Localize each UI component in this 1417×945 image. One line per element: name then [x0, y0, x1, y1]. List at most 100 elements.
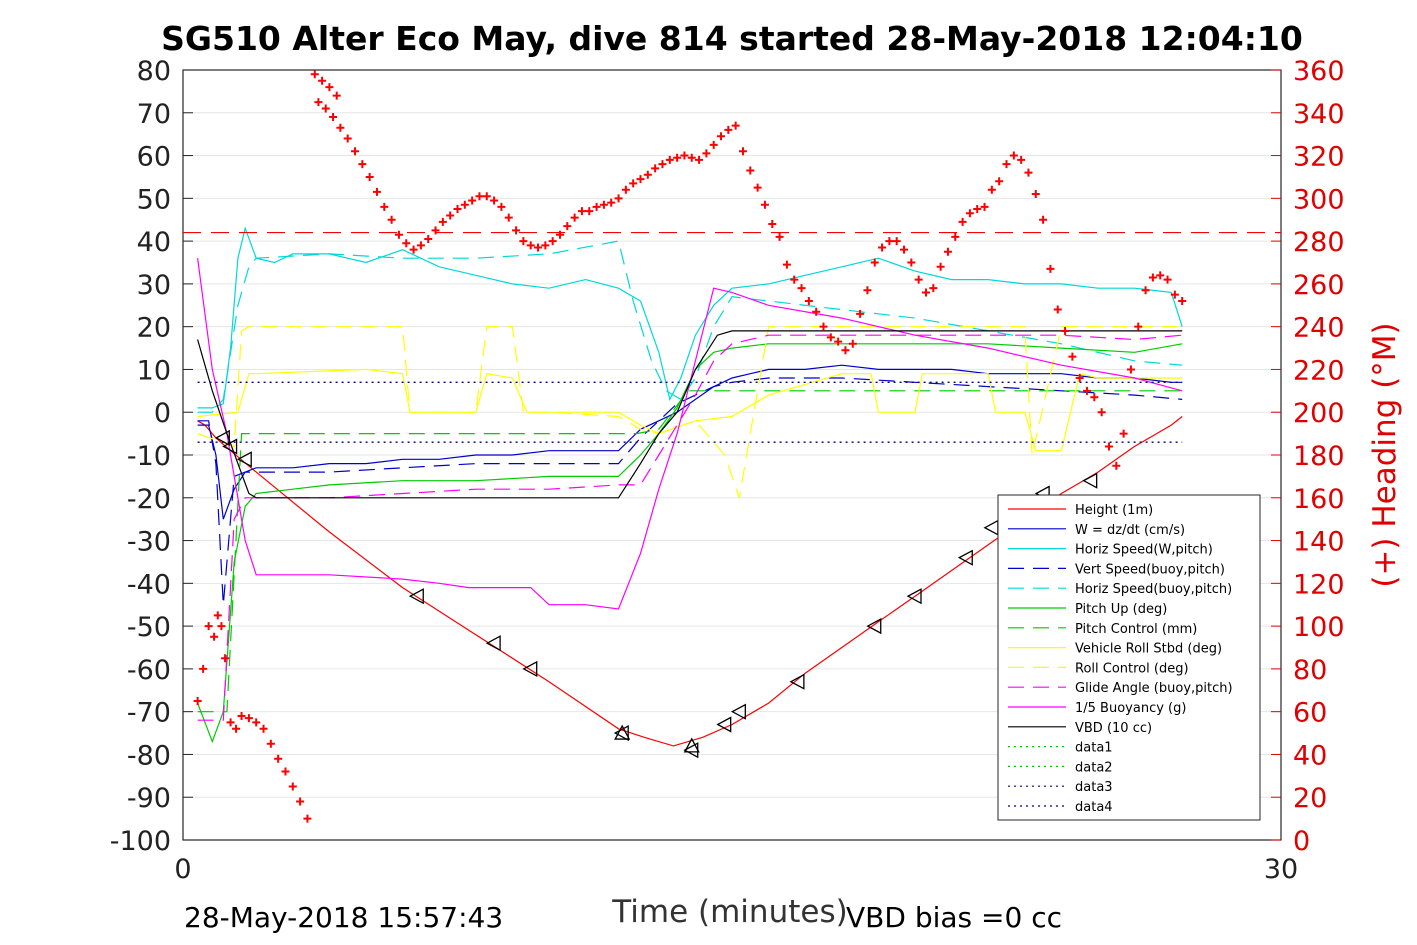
- legend-label: Pitch Up (deg): [1075, 602, 1167, 617]
- heading-point: [199, 664, 208, 673]
- triangle-marker: [408, 588, 424, 605]
- heading-point: [607, 198, 616, 207]
- heading-point: [365, 172, 374, 181]
- y-tick-label: 80: [137, 56, 171, 87]
- heading-point: [281, 767, 290, 776]
- y-right-tick-label: 260: [1293, 270, 1345, 301]
- heading-point: [936, 262, 945, 271]
- heading-point: [314, 98, 323, 107]
- heading-point: [1163, 275, 1172, 284]
- heading-point: [1170, 290, 1179, 299]
- heading-point: [504, 213, 513, 222]
- heading-point: [1068, 352, 1077, 361]
- heading-point: [878, 243, 887, 252]
- heading-point: [753, 183, 762, 192]
- heading-point: [760, 200, 769, 209]
- y-right-tick-label: 20: [1293, 783, 1327, 814]
- legend-label: Glide Angle (buoy,pitch): [1075, 681, 1233, 696]
- heading-point: [1134, 322, 1143, 331]
- legend-label: data3: [1075, 780, 1113, 795]
- series-line-11: [197, 258, 1183, 610]
- heading-point: [329, 113, 338, 122]
- y-tick-label: 40: [137, 227, 171, 258]
- heading-point: [797, 284, 806, 293]
- legend: Height (1m) W = dz/dt (cm/s) Horiz Speed(W…: [997, 494, 1261, 821]
- triangle-marker: [613, 724, 629, 742]
- heading-point: [548, 237, 557, 246]
- x-tick-label: 30: [1264, 854, 1298, 885]
- y-right-tick-label: 200: [1293, 398, 1345, 429]
- heading-point: [232, 724, 241, 733]
- heading-point: [475, 192, 484, 201]
- heading-point: [402, 239, 411, 248]
- heading-point: [563, 222, 572, 231]
- legend-label: 1/5 Buoyancy (g): [1075, 701, 1186, 716]
- y-tick-label: -90: [127, 783, 171, 814]
- heading-point: [965, 209, 974, 218]
- legend-label: Height (1m): [1075, 503, 1153, 518]
- heading-point: [460, 200, 469, 209]
- heading-point: [221, 654, 230, 663]
- y-right-tick-label: 320: [1293, 142, 1345, 173]
- heading-point: [193, 696, 202, 705]
- legend-label: data2: [1075, 760, 1113, 775]
- heading-point: [541, 241, 550, 250]
- x-tick-label: 0: [174, 854, 191, 885]
- legend-label: Horiz Speed(buoy,pitch): [1075, 582, 1232, 597]
- heading-point: [424, 234, 433, 243]
- y-tick-label: 20: [137, 313, 171, 344]
- y-right-tick-label: 160: [1293, 484, 1345, 515]
- heading-point: [446, 211, 455, 220]
- heading-point: [310, 70, 319, 79]
- triangle-marker: [485, 635, 501, 652]
- y-right-tick-label: 80: [1293, 655, 1327, 686]
- heading-point: [409, 245, 418, 254]
- heading-point: [665, 155, 674, 164]
- heading-point: [453, 205, 462, 214]
- legend-label: data4: [1075, 800, 1113, 815]
- y-tick-label: 10: [137, 355, 171, 386]
- heading-point: [592, 202, 601, 211]
- heading-point: [431, 226, 440, 235]
- heading-point: [490, 196, 499, 205]
- heading-point: [636, 175, 645, 184]
- series-line-10: [197, 334, 1183, 721]
- chart-title: SG510 Alter Eco May, dive 814 started 28…: [161, 19, 1303, 58]
- heading-point: [870, 258, 879, 267]
- y-tick-label: 60: [137, 142, 171, 173]
- heading-point: [856, 309, 865, 318]
- legend-label: Roll Control (deg): [1075, 661, 1189, 676]
- legend-label: data1: [1075, 741, 1113, 756]
- heading-point: [812, 307, 821, 316]
- footer-vbd-bias: VBD bias =0 cc: [846, 901, 1062, 934]
- heading-point: [394, 230, 403, 239]
- heading-point: [204, 622, 213, 631]
- legend-label: VBD (10 cc): [1075, 721, 1152, 736]
- heading-point: [958, 217, 967, 226]
- y-tick-label: -80: [127, 740, 171, 771]
- heading-point: [680, 151, 689, 160]
- heading-point: [534, 243, 543, 252]
- heading-point: [709, 140, 718, 149]
- triangle-marker: [716, 716, 732, 733]
- legend-label: Pitch Control (mm): [1075, 622, 1197, 637]
- y-tick-label: 70: [137, 99, 171, 130]
- y-tick-label: -30: [127, 527, 171, 558]
- heading-point: [1031, 190, 1040, 199]
- triangle-marker: [906, 588, 922, 605]
- heading-point: [738, 147, 747, 156]
- triangle-marker: [983, 519, 999, 536]
- heading-point: [570, 213, 579, 222]
- heading-point: [244, 714, 253, 723]
- triangle-up-marker: [683, 737, 700, 753]
- heading-point: [673, 153, 682, 162]
- footer-timestamp: 28-May-2018 15:57:43: [184, 901, 503, 934]
- heading-point: [1119, 429, 1128, 438]
- heading-point: [1009, 151, 1018, 160]
- y-tick-label: -60: [127, 655, 171, 686]
- heading-point: [1075, 374, 1084, 382]
- y-right-tick-label: 40: [1293, 740, 1327, 771]
- heading-point: [274, 754, 283, 763]
- y-right-tick-label: 60: [1293, 698, 1327, 729]
- series-line-6: [197, 343, 1183, 744]
